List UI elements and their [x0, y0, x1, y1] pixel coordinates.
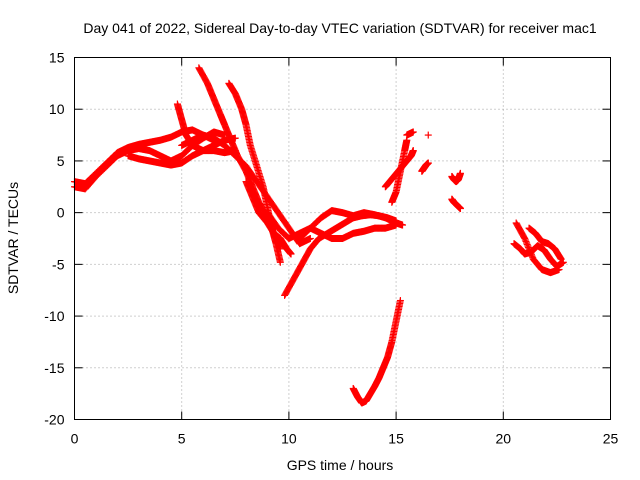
data-point	[424, 131, 432, 139]
series-arc-r	[448, 195, 464, 213]
x-tick-label: 15	[388, 431, 404, 447]
x-tick-label: 25	[603, 431, 619, 447]
y-tick-label: 10	[49, 101, 65, 117]
series-arc-q	[448, 169, 464, 186]
x-tick-label: 10	[281, 431, 297, 447]
x-tick-label: 0	[71, 431, 79, 447]
y-tick-label: -15	[44, 360, 64, 376]
y-tick-label: -10	[44, 308, 64, 324]
data-point	[306, 235, 314, 242]
y-tick-label: 0	[57, 205, 65, 221]
data-point	[409, 128, 417, 136]
y-tick-label: 5	[57, 153, 65, 169]
x-tick-label: 20	[496, 431, 512, 447]
y-tick-label: 15	[49, 50, 65, 66]
data-point	[424, 159, 432, 167]
data-points	[71, 64, 567, 407]
data-point	[287, 250, 295, 258]
series-arc-i	[281, 211, 400, 299]
data-point	[399, 221, 407, 229]
data-point	[409, 147, 417, 155]
series-arc-b	[71, 126, 218, 188]
chart-title: Day 041 of 2022, Sidereal Day-to-day VTE…	[83, 20, 596, 36]
series-arc-k	[263, 209, 400, 242]
series-arc-m	[388, 136, 411, 206]
series-arc-n	[418, 159, 432, 175]
series-arc-o	[403, 128, 417, 139]
series-arc-h	[242, 178, 295, 258]
series-arc-g	[178, 131, 314, 248]
x-axis-label: GPS time / hours	[287, 457, 394, 473]
x-tick-label: 5	[178, 431, 186, 447]
y-axis-label: SDTVAR / TECUs	[5, 182, 21, 294]
series-arc-p	[424, 131, 432, 139]
y-tick-label: -20	[44, 412, 64, 428]
data-point	[276, 258, 284, 266]
y-tick-label: -5	[52, 256, 65, 272]
data-point	[392, 221, 400, 229]
